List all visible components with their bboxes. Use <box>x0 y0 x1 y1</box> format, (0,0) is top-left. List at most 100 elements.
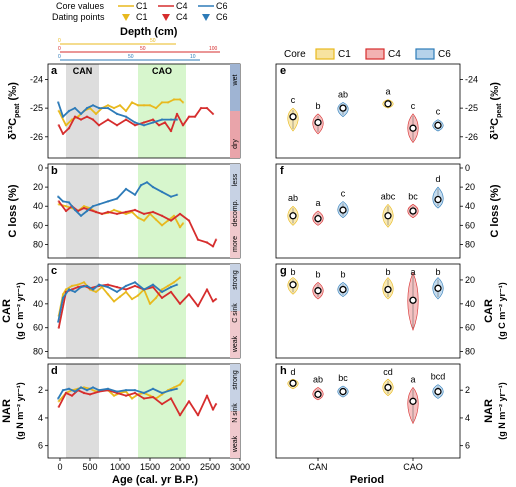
significance-letter: b <box>435 267 440 277</box>
data-point-c1 <box>160 101 164 104</box>
data-point-c4 <box>82 391 86 395</box>
depth-tick-c1-50: 50 <box>150 38 156 44</box>
period-label-cao: CAO <box>152 66 172 76</box>
data-point-c1 <box>154 218 158 221</box>
data-point-c4 <box>214 297 218 301</box>
y-axis-title-main: δ¹³C <box>7 118 19 140</box>
data-point-c6 <box>169 389 173 392</box>
significance-letter: cd <box>383 367 393 377</box>
data-point-c1 <box>130 101 134 104</box>
data-point-c4 <box>181 124 185 127</box>
side-label-top: wet <box>232 75 239 87</box>
violin-median-c4 <box>409 124 417 132</box>
period-band-cao <box>138 64 186 158</box>
y-tick-label: 60 <box>465 220 475 230</box>
data-point-c4 <box>133 124 137 127</box>
data-point-c6 <box>169 118 173 121</box>
data-point-c1 <box>57 400 60 403</box>
side-strip-top <box>230 264 240 311</box>
panel-d: strong N sink weak d 6 4 2 NAR (g N m⁻² yr⁻¹) <box>1 363 241 459</box>
depth-tick-c6-0: 0 <box>58 54 61 60</box>
data-point-c6 <box>160 190 164 194</box>
significance-letter: bc <box>408 191 418 201</box>
data-point-c6 <box>97 203 101 206</box>
panel-g: g 80 60 40 20 CAR (g C m⁻² yr⁻¹) b b b b a b <box>275 263 507 359</box>
violin-median-c1 <box>289 212 297 220</box>
right-legend-title: Core <box>284 49 306 60</box>
data-point-c6 <box>91 288 95 291</box>
depth-tick-c6-10: 10 <box>190 54 196 60</box>
data-point-c1 <box>172 214 176 217</box>
data-point-c4 <box>163 121 167 124</box>
data-point-c4 <box>124 288 128 291</box>
data-point-c6 <box>145 181 149 184</box>
significance-letter: a <box>315 198 320 208</box>
data-point-c6 <box>160 391 164 395</box>
data-point-c4 <box>151 285 155 289</box>
violin-median-c6 <box>434 284 442 292</box>
significance-letter: a <box>410 267 415 277</box>
data-point-c1 <box>148 302 152 305</box>
data-point-c4 <box>64 391 68 395</box>
data-point-c1 <box>172 281 176 284</box>
data-point-c4 <box>175 112 179 116</box>
data-point-c6 <box>57 320 60 323</box>
significance-letter: d <box>435 174 440 184</box>
data-point-c6 <box>142 124 146 127</box>
data-point-c1 <box>82 205 86 208</box>
data-point-c4 <box>85 115 89 118</box>
y-axis-title: C loss (%) <box>489 184 501 238</box>
data-point-c1 <box>178 226 182 229</box>
significance-letter: c <box>436 107 441 117</box>
data-point-c6 <box>57 195 60 198</box>
data-point-c6 <box>97 389 101 392</box>
y-tick-label: 6 <box>465 441 470 451</box>
y-axis-title: CAR <box>483 299 495 323</box>
data-point-c1 <box>124 109 128 113</box>
data-point-c4 <box>115 124 119 127</box>
violin-median-c1 <box>289 281 297 289</box>
data-point-c6 <box>151 185 155 189</box>
panel-letter: b <box>51 165 58 177</box>
data-point-c6 <box>106 285 110 289</box>
y-tick-label: 20 <box>33 275 43 285</box>
side-label-mid: C sink <box>232 303 239 323</box>
data-point-c1 <box>136 104 140 107</box>
side-label-top: strong <box>232 270 239 290</box>
y-tick-label: 4 <box>465 413 470 423</box>
data-point-c4 <box>151 395 155 399</box>
depth-tick-c4-100: 100 <box>209 46 218 52</box>
x-tick-label: 1500 <box>140 462 160 472</box>
x-tick-label: 3000 <box>230 462 250 472</box>
data-point-c4 <box>142 212 146 216</box>
violin-median-c1 <box>384 285 392 294</box>
data-point-c6 <box>91 104 95 107</box>
data-point-c1 <box>94 112 98 116</box>
significance-letter: b <box>315 269 320 279</box>
data-point-c4 <box>151 118 155 121</box>
data-point-c6 <box>124 187 128 191</box>
data-point-c1 <box>178 276 182 279</box>
period-band-can <box>66 264 99 358</box>
data-point-c4 <box>97 124 101 127</box>
data-point-c6 <box>175 118 179 121</box>
period-band-cao <box>138 164 186 258</box>
data-point-c6 <box>61 389 65 392</box>
data-point-c4 <box>106 118 110 121</box>
data-point-c1 <box>130 397 134 400</box>
data-point-c6 <box>151 283 155 286</box>
y-tick-label: 40 <box>465 299 475 309</box>
y-tick-label: 0 <box>465 163 470 173</box>
data-point-c4 <box>94 210 98 214</box>
data-point-c4 <box>187 400 191 403</box>
data-point-c6 <box>142 391 146 395</box>
panel-frame <box>275 63 461 159</box>
legend-dating-c6: C6 <box>216 12 228 22</box>
panel-letter: f <box>280 165 284 177</box>
significance-letter: a <box>410 374 415 384</box>
right-legend-key-c4 <box>365 48 385 60</box>
side-label-bottom: weak <box>232 435 239 453</box>
data-point-c1 <box>124 212 128 216</box>
data-point-c6 <box>133 389 137 392</box>
side-strip-top <box>230 164 240 211</box>
